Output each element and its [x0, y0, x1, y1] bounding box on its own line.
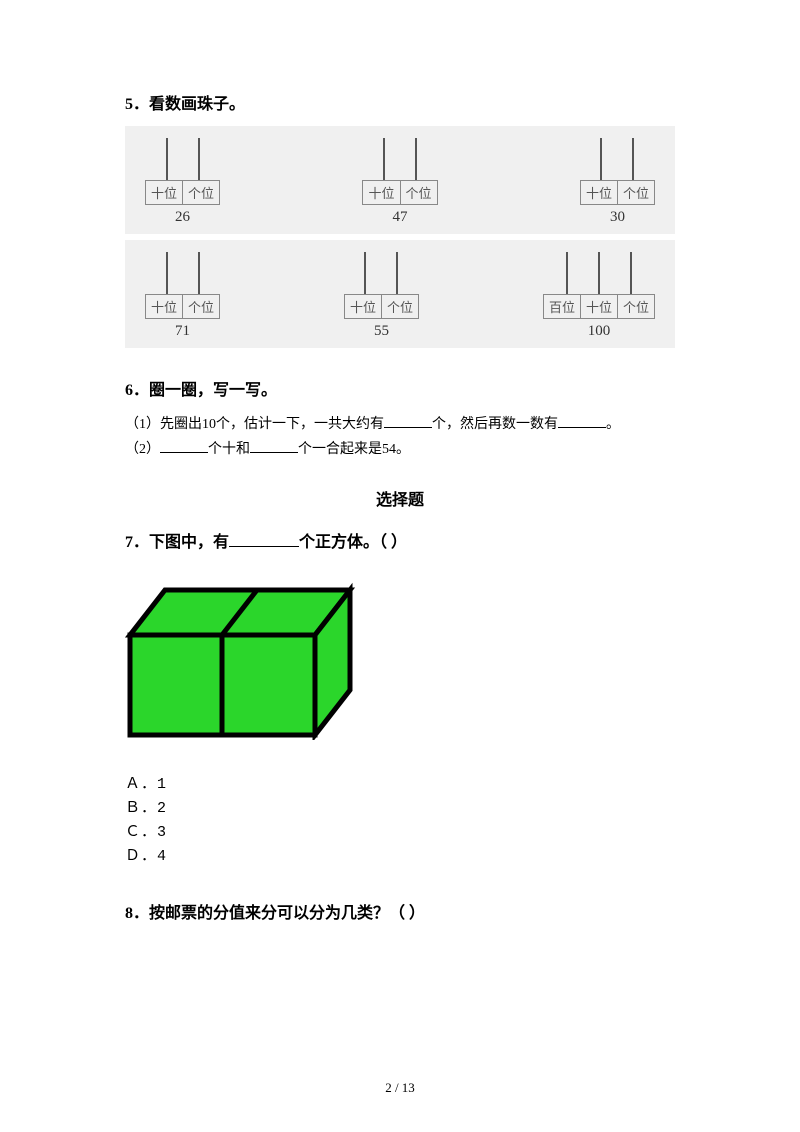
abacus-number: 26: [175, 209, 190, 226]
cube-svg: [125, 580, 363, 740]
page-footer: 2 / 13: [0, 1080, 800, 1096]
abacus-number: 55: [374, 323, 389, 340]
abacus-number: 47: [393, 209, 408, 226]
fill-blank[interactable]: [229, 533, 299, 547]
place-label: 十位: [146, 295, 182, 318]
q6-text: 个，然后再数一数有: [432, 417, 558, 432]
q6-text: 个十和: [208, 442, 250, 457]
abacus-item: 十位 个位 26: [145, 138, 220, 226]
q7-text-a: 7．下图中，有: [125, 534, 229, 551]
q6-line1: （1）先圈出10个，估计一下，一共大约有 个，然后再数一数有 。: [125, 412, 675, 437]
q8-title: 8．按邮票的分值来分可以分为几类？（ ）: [125, 899, 675, 923]
fill-blank[interactable]: [250, 437, 298, 453]
q6-title: 6．圈一圈，写一写。: [125, 376, 675, 400]
place-label: 百位: [544, 295, 580, 318]
q7-title: 7．下图中，有 个正方体。（ ）: [125, 528, 675, 552]
place-label: 十位: [146, 181, 182, 204]
option-b[interactable]: Ｂ．2: [125, 797, 675, 821]
place-label: 十位: [363, 181, 399, 204]
section-header: 选择题: [125, 486, 675, 510]
q6-text: 。: [606, 417, 620, 432]
q5-abacus-section: 十位 个位 26 十位 个位 47 十位 个位 30 十位: [125, 126, 675, 348]
place-label: 十位: [581, 181, 617, 204]
cube-figure: [125, 580, 675, 745]
place-label: 十位: [345, 295, 381, 318]
abacus-number: 30: [610, 209, 625, 226]
place-label: 个位: [617, 181, 654, 204]
q7-text-b: 个正方体。（ ）: [299, 534, 407, 551]
q6-line2: （2） 个十和 个一合起来是54。: [125, 437, 675, 462]
fill-blank[interactable]: [160, 437, 208, 453]
option-c[interactable]: Ｃ．3: [125, 821, 675, 845]
abacus-item: 十位 个位 30: [580, 138, 655, 226]
abacus-row-2: 十位 个位 71 十位 个位 55 百位 十位 个位 100: [125, 240, 675, 348]
q6-content: （1）先圈出10个，估计一下，一共大约有 个，然后再数一数有 。 （2） 个十和 个一合…: [125, 412, 675, 462]
place-label: 个位: [617, 295, 654, 318]
q6-text: 个一合起来是54。: [298, 442, 410, 457]
place-label: 十位: [580, 295, 617, 318]
q5-title: 5．看数画珠子。: [125, 90, 675, 114]
option-a[interactable]: Ａ．1: [125, 773, 675, 797]
abacus-item: 百位 十位 个位 100: [543, 252, 655, 340]
place-label: 个位: [400, 181, 437, 204]
abacus-item: 十位 个位 47: [362, 138, 437, 226]
fill-blank[interactable]: [384, 412, 432, 428]
abacus-number: 71: [175, 323, 190, 340]
option-d[interactable]: Ｄ．4: [125, 845, 675, 869]
abacus-item: 十位 个位 71: [145, 252, 220, 340]
q6-text: （2）: [125, 442, 160, 457]
place-label: 个位: [182, 181, 219, 204]
abacus-row-1: 十位 个位 26 十位 个位 47 十位 个位 30: [125, 126, 675, 234]
place-label: 个位: [381, 295, 418, 318]
abacus-number: 100: [588, 323, 611, 340]
q7-options: Ａ．1 Ｂ．2 Ｃ．3 Ｄ．4: [125, 773, 675, 869]
abacus-item: 十位 个位 55: [344, 252, 419, 340]
q6-text: （1）先圈出10个，估计一下，一共大约有: [125, 417, 384, 432]
fill-blank[interactable]: [558, 412, 606, 428]
place-label: 个位: [182, 295, 219, 318]
